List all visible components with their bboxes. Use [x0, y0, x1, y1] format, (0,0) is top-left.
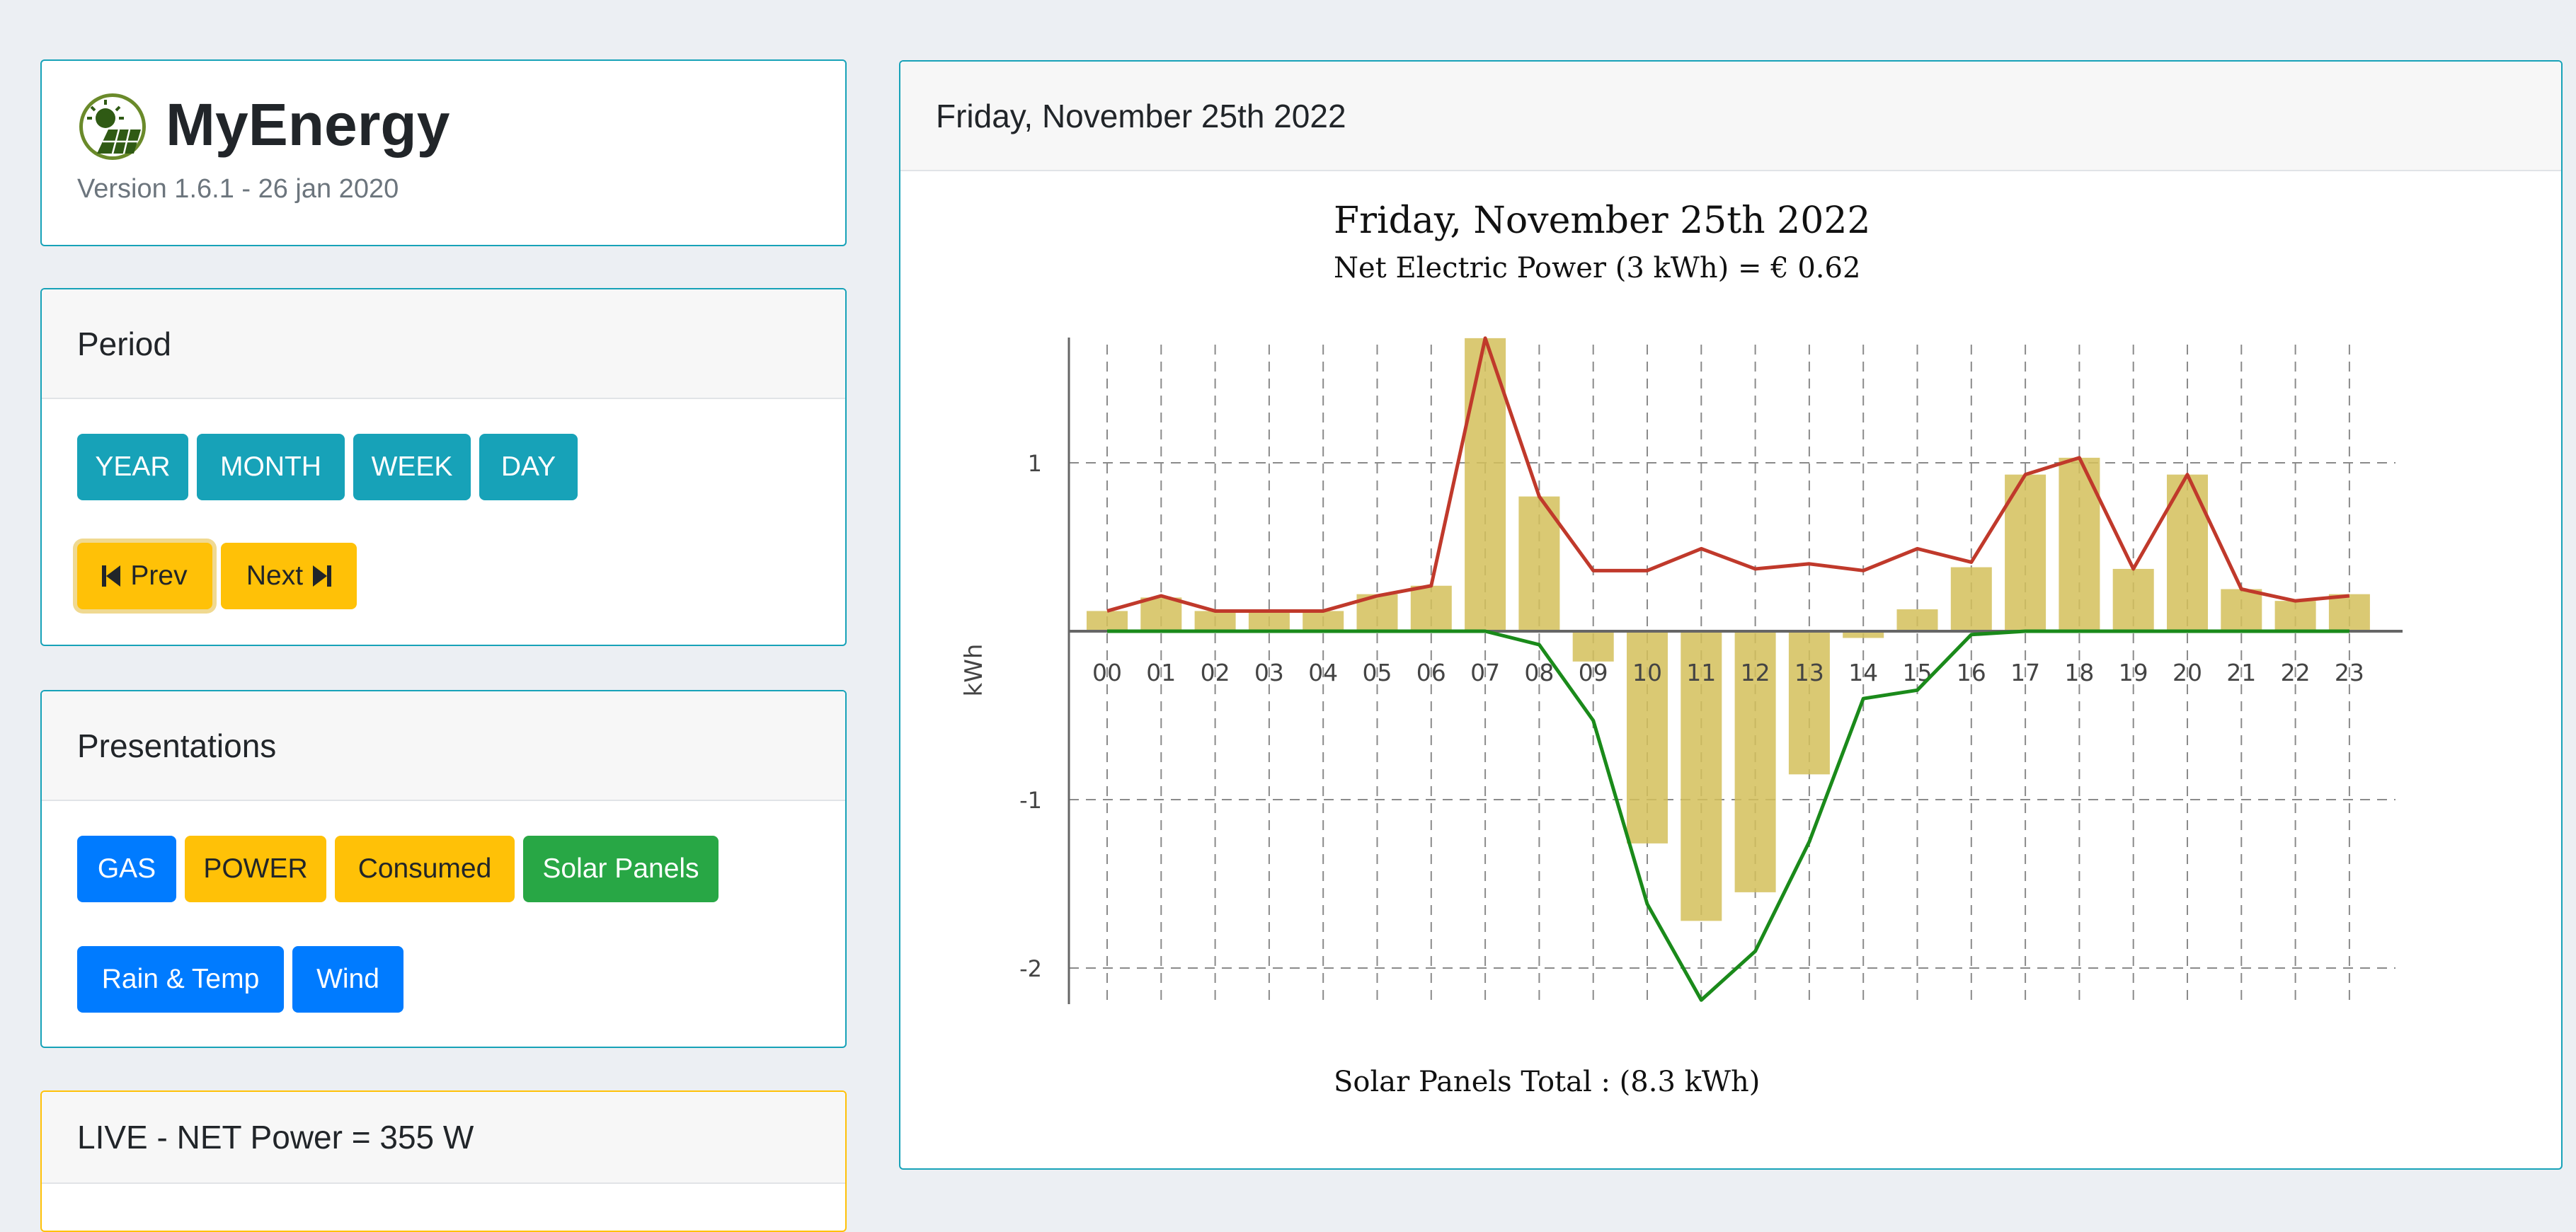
x-tick-label: 02 — [1201, 659, 1230, 686]
day-button[interactable]: DAY — [479, 434, 578, 500]
bar-03 — [1248, 611, 1290, 631]
app-title: MyEnergy — [166, 91, 450, 158]
bar-09 — [1572, 631, 1614, 662]
next-button[interactable]: Next — [221, 543, 357, 609]
solar-panels-button[interactable]: Solar Panels — [523, 836, 719, 902]
month-button[interactable]: MONTH — [197, 434, 345, 500]
x-tick-label: 05 — [1363, 659, 1392, 686]
rain-temp-button[interactable]: Rain & Temp — [77, 946, 284, 1013]
live-header: LIVE - NET Power = 355 W — [42, 1092, 845, 1184]
y-tick-label: 1 — [1028, 450, 1042, 477]
bar-08 — [1518, 496, 1560, 631]
solar-panels-line — [1107, 629, 2349, 1002]
bar-15 — [1896, 609, 1938, 631]
chart-card-header: Friday, November 25th 2022 — [900, 62, 2561, 171]
x-tick-label: 23 — [2335, 659, 2364, 686]
x-tick-label: 08 — [1524, 659, 1554, 686]
period-card: Period YEAR MONTH WEEK DAY Prev Next — [40, 288, 847, 646]
bar-02 — [1194, 611, 1236, 631]
wind-button[interactable]: Wind — [292, 946, 403, 1013]
x-tick-label: 04 — [1308, 659, 1338, 686]
app-version: Version 1.6.1 - 26 jan 2020 — [77, 174, 399, 204]
x-tick-label: 03 — [1254, 659, 1284, 686]
prev-label: Prev — [130, 560, 188, 591]
x-tick-label: 22 — [2281, 659, 2311, 686]
week-button[interactable]: WEEK — [353, 434, 471, 500]
chart-title: Friday, November 25th 2022 — [1334, 200, 1871, 242]
gas-button[interactable]: GAS — [77, 836, 176, 902]
x-tick-label: 01 — [1146, 659, 1176, 686]
y-axis-label: kWh — [960, 644, 988, 697]
chart-subtitle: Net Electric Power (3 kWh) = € 0.62 — [1334, 252, 1860, 284]
bar-22 — [2274, 601, 2316, 631]
bar-10 — [1627, 631, 1668, 844]
y-tick-label: -2 — [1019, 955, 1042, 982]
app-info-card: MyEnergy Version 1.6.1 - 26 jan 2020 — [40, 59, 847, 246]
x-tick-label: 11 — [1686, 659, 1716, 686]
chart-card: Friday, November 25th 2022 1 -1 -2 00 01 02 03… — [899, 60, 2563, 1170]
x-tick-label: 07 — [1470, 659, 1500, 686]
bar-12 — [1734, 631, 1776, 892]
presentations-card: Presentations GAS POWER Consumed Solar P… — [40, 690, 847, 1048]
bar-11 — [1681, 631, 1722, 921]
bar-16 — [1950, 567, 1992, 631]
bar-06 — [1410, 585, 1452, 631]
x-tick-label: 17 — [2010, 659, 2040, 686]
x-tick-label: 19 — [2119, 659, 2148, 686]
solar-sun-panel-icon — [77, 91, 148, 162]
bar-19 — [2112, 568, 2154, 631]
x-tick-label: 18 — [2064, 659, 2094, 686]
x-tick-label: 00 — [1092, 659, 1122, 686]
next-label: Next — [246, 560, 304, 591]
bar-13 — [1788, 631, 1830, 775]
bar-14 — [1843, 631, 1884, 638]
live-card: LIVE - NET Power = 355 W — [40, 1090, 847, 1232]
skip-backward-icon — [102, 564, 122, 588]
bar-07 — [1465, 338, 1506, 631]
chart-footer: Solar Panels Total : (8.3 kWh) — [1334, 1066, 1760, 1098]
bar-04 — [1303, 611, 1344, 631]
y-tick-label: -1 — [1019, 787, 1042, 814]
year-button[interactable]: YEAR — [77, 434, 188, 500]
period-header: Period — [42, 289, 845, 399]
x-tick-label: 20 — [2173, 659, 2202, 686]
bar-21 — [2221, 589, 2262, 631]
x-tick-label: 16 — [1957, 659, 1986, 686]
x-tick-label: 10 — [1632, 659, 1662, 686]
bar-23 — [2328, 594, 2370, 631]
x-tick-label: 09 — [1579, 659, 1608, 686]
x-tick-label: 21 — [2226, 659, 2256, 686]
bar-01 — [1140, 597, 1182, 631]
energy-chart: 1 -1 -2 00 01 02 03 04 05 06 07 08 09 10 11 12 13 14 15 16 1… — [960, 200, 2403, 1098]
x-tick-label: 13 — [1794, 659, 1824, 686]
net-power-line — [1106, 336, 2350, 613]
bar-17 — [2005, 474, 2047, 631]
presentations-header: Presentations — [42, 691, 845, 801]
logo — [77, 91, 148, 162]
x-tick-label: 06 — [1416, 659, 1446, 686]
power-button[interactable]: POWER — [185, 836, 326, 902]
skip-forward-icon — [311, 564, 332, 588]
consumed-button[interactable]: Consumed — [335, 836, 515, 902]
x-tick-label: 14 — [1848, 659, 1878, 686]
x-tick-label: 15 — [1903, 659, 1933, 686]
x-tick-label: 12 — [1741, 659, 1770, 686]
prev-button[interactable]: Prev — [77, 543, 212, 609]
bar-00 — [1087, 611, 1128, 631]
